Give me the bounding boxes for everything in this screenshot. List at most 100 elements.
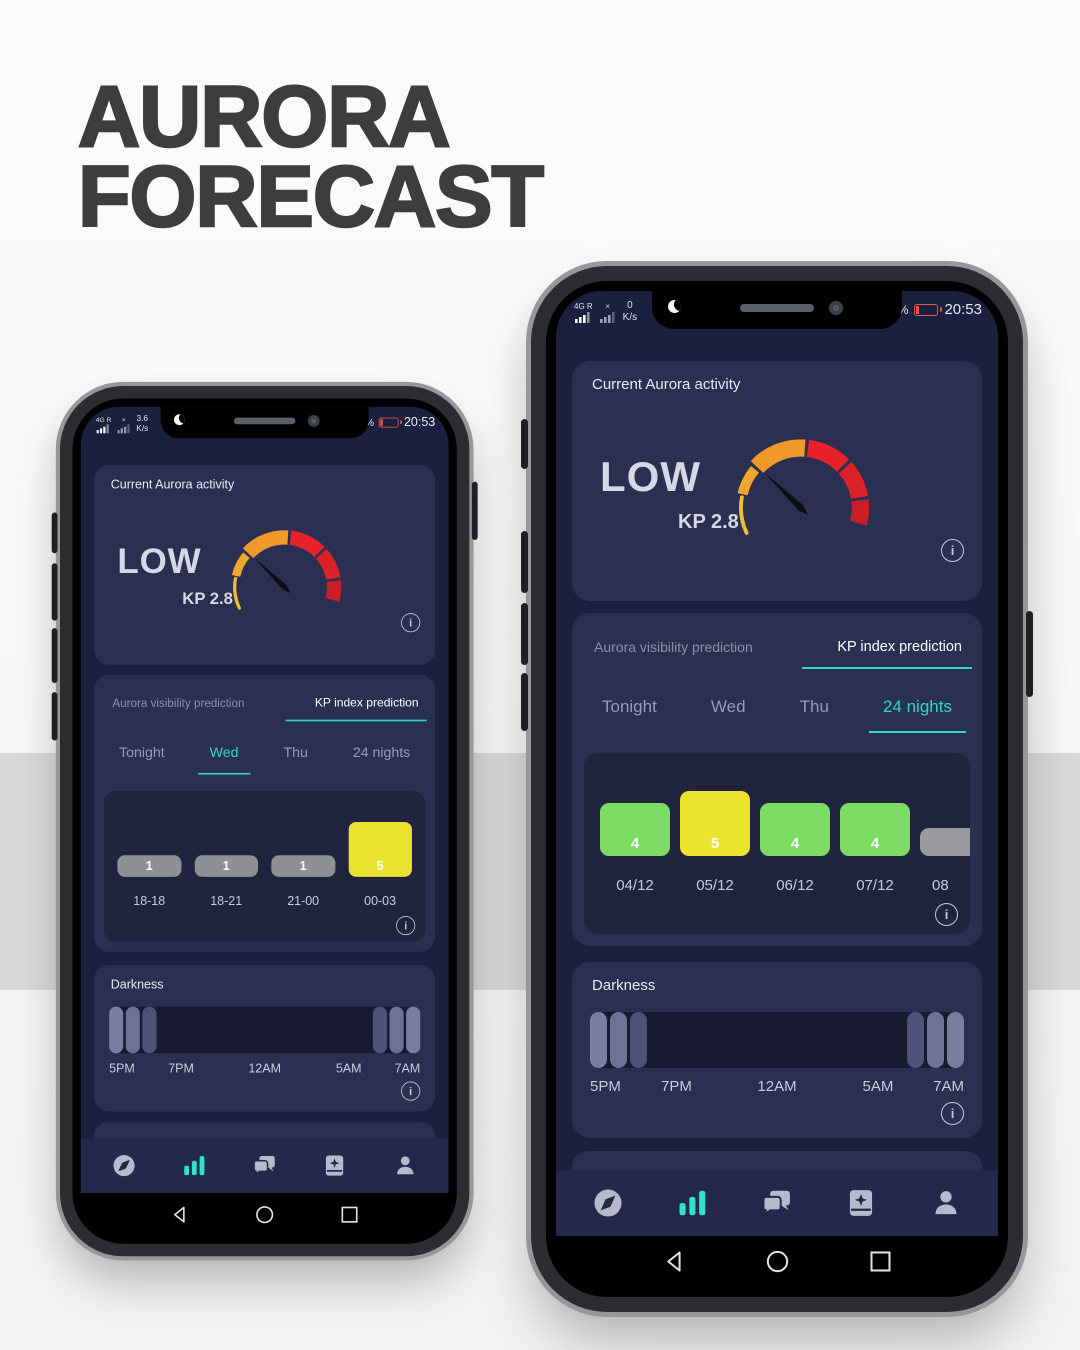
- subtab-wed[interactable]: Wed: [710, 697, 746, 716]
- bar-chart-icon[interactable]: [176, 1147, 213, 1184]
- subtab-24-nights[interactable]: 24 nights: [352, 744, 411, 761]
- chat-icon[interactable]: [755, 1181, 799, 1225]
- kp-chart-panel: 4 5 4 4 04/12 05/12 06/12 07/12 08: [584, 753, 970, 934]
- back-icon[interactable]: [661, 1248, 688, 1275]
- bar-label: 04/12: [616, 877, 654, 894]
- bar-chart-icon[interactable]: [671, 1181, 715, 1225]
- volume-button: [51, 512, 58, 554]
- poster-title: AURORA FORECAST: [77, 73, 546, 241]
- darkness-card-title: Darkness: [592, 977, 656, 994]
- guidebook-icon[interactable]: [839, 1181, 883, 1225]
- moon-icon: [173, 414, 185, 426]
- tab-kp-index-prediction[interactable]: KP index prediction: [837, 639, 962, 655]
- subtab-tonight[interactable]: Tonight: [119, 744, 165, 761]
- info-icon[interactable]: [941, 1102, 964, 1125]
- moon-icon: [668, 300, 681, 313]
- darkness-card-title: Darkness: [110, 977, 164, 992]
- home-icon[interactable]: [764, 1248, 791, 1275]
- gauge-arc-segment: [739, 495, 749, 535]
- subtab-tonight[interactable]: Tonight: [602, 697, 657, 716]
- twilight-pill: [927, 1012, 944, 1068]
- twilight-pill: [610, 1012, 627, 1068]
- time-label: 5PM: [109, 1061, 135, 1076]
- bar-label: 07/12: [856, 877, 894, 894]
- app-content: Current Aurora activity LOW KP 2.8 Auror…: [556, 291, 998, 1287]
- darkness-card: Darkness 5PM 7PM 12AM 5AM 7AM: [572, 962, 982, 1138]
- volume-button: [521, 673, 528, 731]
- bar-value: 4: [630, 835, 640, 852]
- subtab-24-nights[interactable]: 24 nights: [868, 697, 966, 733]
- info-icon[interactable]: [935, 903, 958, 926]
- subtab-row: Tonight Wed Thu 24 nights: [94, 744, 435, 775]
- android-nav: [80, 1193, 449, 1236]
- tab-visibility-prediction[interactable]: Aurora visibility prediction: [112, 696, 245, 710]
- kp-bar: 4: [760, 803, 830, 856]
- speed-value: 0: [627, 300, 633, 311]
- status-bar: 4G R × 0 K/s % 20:53: [556, 291, 998, 337]
- activity-level: LOW: [117, 541, 202, 581]
- tab-visibility-prediction[interactable]: Aurora visibility prediction: [594, 639, 753, 655]
- bar-label: 06/12: [776, 877, 814, 894]
- current-activity-card: Current Aurora activity LOW KP 2.8: [94, 465, 436, 665]
- activity-card-title: Current Aurora activity: [110, 477, 235, 492]
- time-label: 5AM: [862, 1078, 894, 1095]
- compass-icon[interactable]: [106, 1147, 143, 1184]
- gauge-arc-segment: [242, 530, 289, 559]
- bar-value: 1: [145, 859, 153, 874]
- compass-icon[interactable]: [586, 1181, 630, 1225]
- phone-screen: 4G R × 0 K/s % 20:53 Current Au: [556, 291, 998, 1287]
- guidebook-icon[interactable]: [317, 1147, 354, 1184]
- signal-off-icon: ×: [117, 416, 130, 434]
- profile-icon[interactable]: [387, 1147, 424, 1184]
- prediction-card: Aurora visibility prediction KP index pr…: [572, 613, 982, 946]
- time-label: 12AM: [757, 1078, 797, 1095]
- time-label: 5AM: [335, 1061, 362, 1076]
- gauge-arc-segment: [233, 576, 241, 610]
- home-icon[interactable]: [254, 1203, 276, 1225]
- tab-kp-index-prediction[interactable]: KP index prediction: [314, 696, 419, 710]
- recents-icon[interactable]: [339, 1203, 361, 1225]
- time-label: 7AM: [394, 1061, 421, 1076]
- gauge-arc-segment: [231, 552, 250, 578]
- battery-icon: [379, 417, 403, 428]
- subtab-thu[interactable]: Thu: [283, 744, 308, 761]
- time-label: 7PM: [168, 1061, 194, 1076]
- carrier-label: 4G R: [574, 302, 593, 311]
- activity-level: LOW: [600, 453, 701, 500]
- speed-value: 3.6: [136, 414, 149, 424]
- time-label: 5PM: [590, 1078, 621, 1095]
- volume-button: [51, 628, 58, 684]
- network-speed: 0 K/s: [623, 300, 637, 323]
- kp-bar: 4: [840, 803, 910, 856]
- kp-bars: 4 5 4 4: [600, 791, 970, 856]
- info-icon[interactable]: [401, 613, 421, 633]
- bar-label: 21-00: [287, 894, 320, 909]
- info-icon[interactable]: [401, 1081, 421, 1101]
- subtab-wed[interactable]: Wed: [198, 744, 250, 775]
- chat-icon[interactable]: [246, 1147, 283, 1184]
- bottom-nav: [556, 1170, 998, 1236]
- twilight-pill: [142, 1006, 157, 1054]
- kp-gauge: [737, 439, 870, 535]
- profile-icon[interactable]: [924, 1181, 968, 1225]
- darkness-time-labels: 5PM 7PM 12AM 5AM 7AM: [590, 1078, 964, 1098]
- twilight-pill: [406, 1006, 421, 1054]
- kp-bar: 5: [680, 791, 750, 856]
- subtab-thu[interactable]: Thu: [799, 697, 829, 716]
- back-icon[interactable]: [169, 1203, 191, 1225]
- time-label: 12AM: [248, 1061, 281, 1076]
- twilight-pill: [389, 1006, 404, 1054]
- kp-value: KP 2.8: [678, 511, 739, 533]
- bar-value: 1: [222, 859, 230, 874]
- kp-gauge: [231, 530, 342, 610]
- bar-label: 18-18: [133, 894, 166, 909]
- volume-button: [51, 563, 58, 621]
- recents-icon[interactable]: [867, 1248, 894, 1275]
- info-icon[interactable]: [396, 915, 416, 936]
- clock: 20:53: [403, 415, 436, 430]
- gauge-arc-segment: [289, 530, 325, 558]
- twilight-pill: [590, 1012, 607, 1068]
- bar-label: 08: [932, 877, 949, 894]
- info-icon[interactable]: [941, 539, 964, 562]
- kp-bar: 1: [194, 855, 259, 877]
